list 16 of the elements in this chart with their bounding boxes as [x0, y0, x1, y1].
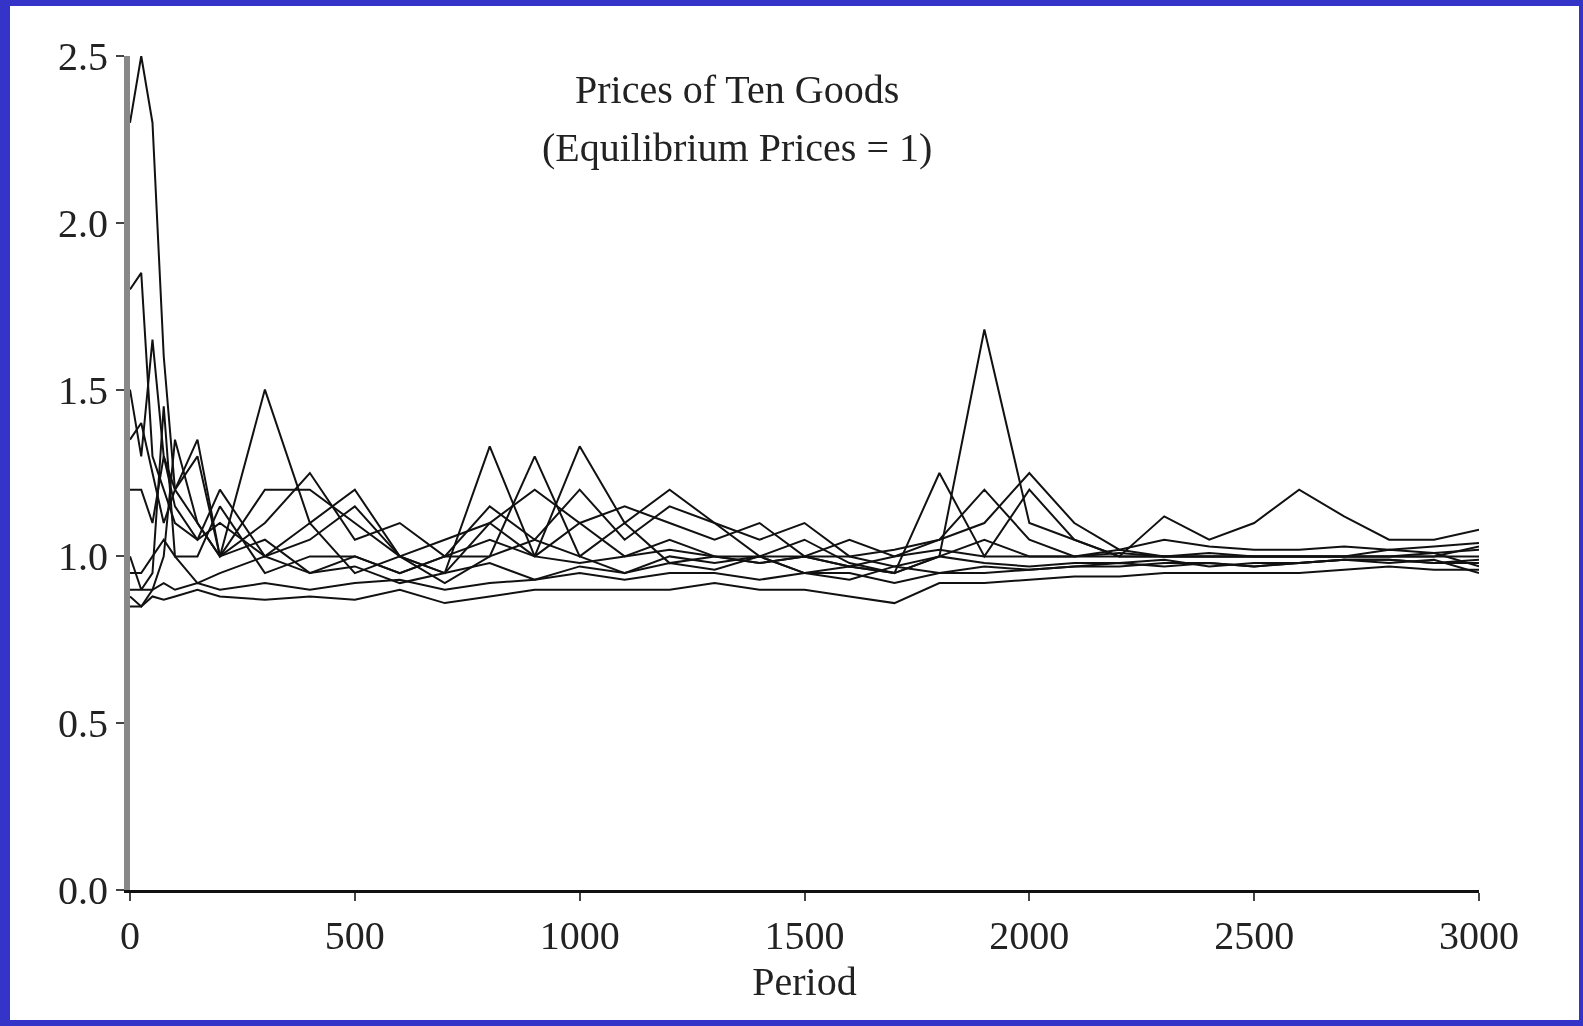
- y-tick-label: 2.5: [58, 34, 108, 79]
- x-tick-label: 2500: [1214, 913, 1295, 958]
- y-tick-label: 2.0: [58, 200, 108, 246]
- x-tick-label: 2000: [989, 913, 1070, 958]
- x-tick-label: 1500: [764, 913, 845, 958]
- x-tick-label: 1000: [539, 913, 620, 958]
- y-tick-label: 1.0: [58, 534, 108, 580]
- x-tick-label: 500: [324, 913, 385, 958]
- y-tick-label: 0.0: [58, 868, 108, 913]
- x-axis-title: Period: [752, 958, 857, 1004]
- y-tick-label: 0.5: [58, 701, 108, 747]
- text: (Equilibrium Prices = 1): [542, 125, 933, 170]
- x-tick-label: 3000: [1439, 913, 1519, 958]
- y-tick-label: 1.5: [58, 367, 108, 413]
- chart-title: Prices of Ten Goods: [575, 67, 900, 112]
- x-tick-label: 0: [120, 913, 140, 958]
